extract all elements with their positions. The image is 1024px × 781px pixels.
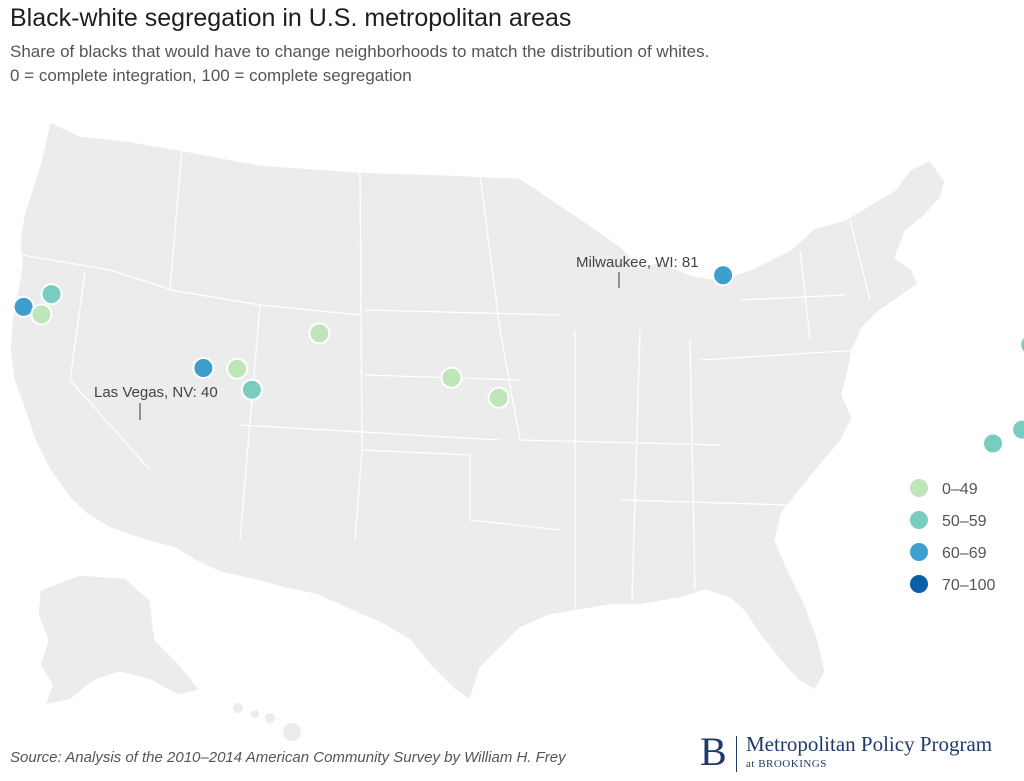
legend-label: 50–59: [942, 513, 987, 530]
map-subtitle: Share of blacks that would have to chang…: [10, 42, 710, 61]
land: [9, 120, 946, 741]
metro-point: [1011, 418, 1024, 441]
state-borders: [21, 147, 871, 615]
legend-swatch: [908, 573, 930, 595]
las-vegas-label: Las Vegas, NV: 40: [94, 384, 218, 401]
metro-point: [192, 357, 215, 379]
legend-label: 60–69: [942, 545, 987, 562]
legend-label: 70–100: [942, 577, 995, 594]
legend-swatch: [908, 541, 930, 563]
brookings-logo: B Metropolitan Policy Program at BROOKIN…: [700, 730, 1024, 776]
metro-point: [308, 322, 331, 345]
logo-org-name: at BROOKINGS: [746, 758, 827, 770]
scale-note: 0 = complete integration, 100 = complete…: [10, 66, 412, 85]
metro-point: [30, 303, 53, 326]
legend-label: 0–49: [942, 481, 978, 498]
milwaukee-label: Milwaukee, WI: 81: [576, 254, 699, 271]
legend: 0–49 50–59 60–69 70–100: [908, 477, 995, 595]
alaska-shape: [37, 574, 202, 706]
metro-point: [982, 432, 1004, 455]
metro-point: [226, 357, 249, 380]
metro-point: [440, 366, 463, 389]
legend-swatch: [908, 477, 930, 499]
map-title: Black-white segregation in U.S. metropol…: [10, 4, 572, 32]
metro-point: [487, 386, 510, 409]
hawaii-shape: [233, 703, 301, 741]
source-note: Source: Analysis of the 2010–2014 Americ…: [10, 749, 566, 766]
metro-point: [240, 378, 263, 401]
logo-program-name: Metropolitan Policy Program: [746, 732, 993, 756]
legend-swatch: [908, 509, 930, 531]
metro-point: [712, 264, 735, 287]
logo-divider: [736, 736, 737, 772]
milwaukee-callout: Milwaukee, WI: 81: [576, 254, 699, 288]
metro-point: [1019, 335, 1024, 354]
las-vegas-callout: Las Vegas, NV: 40: [94, 384, 218, 420]
metro-point: [40, 283, 63, 306]
metro-points: [12, 264, 1024, 455]
logo-letter: B: [700, 729, 727, 774]
